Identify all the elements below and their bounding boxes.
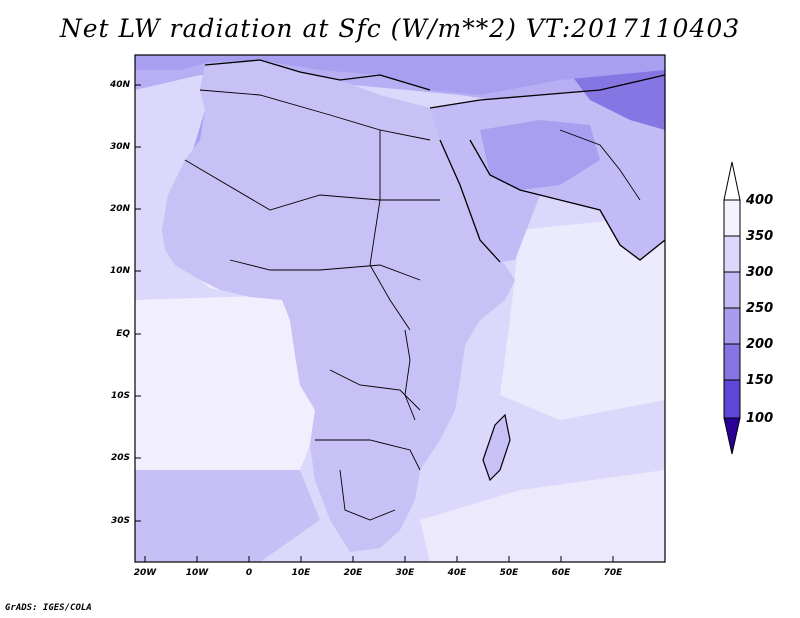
red-sea-coast: [439, 139, 501, 263]
lon-label-50e: 50E: [499, 568, 519, 578]
border-north: [199, 89, 431, 141]
border-far-south: [339, 469, 396, 521]
lat-label-eq: EQ: [116, 329, 130, 339]
colorbar-label-400: 400: [746, 193, 774, 208]
colorbar-swatch-250-300: [723, 271, 741, 309]
lat-label-30n: 30N: [109, 142, 130, 152]
lon-label-60e: 60E: [551, 568, 571, 578]
colorbar-label-350: 350: [746, 229, 774, 244]
border-central: [329, 369, 421, 411]
arabia-india-coast: [469, 139, 665, 261]
colorbar-label-200: 200: [746, 337, 774, 352]
border-asia: [559, 129, 641, 201]
colorbar-label-300: 300: [746, 265, 774, 280]
footer-credit: GrADS: IGES/COLA: [5, 603, 92, 613]
colorbar-swatch-150-200: [723, 343, 741, 381]
lat-label-10n: 10N: [109, 266, 130, 276]
asia-coast: [429, 74, 665, 109]
southern-indian-light: [420, 470, 665, 562]
colorbar: [723, 161, 741, 455]
atlantic-light-band: [135, 295, 320, 470]
lon-label-20w: 20W: [133, 568, 157, 578]
lat-label-10s: 10S: [110, 391, 130, 401]
border-sahel: [184, 159, 440, 211]
lon-label-10e: 10E: [291, 568, 311, 578]
med-coast: [204, 59, 431, 91]
madagascar: [482, 413, 511, 482]
coastlines: [161, 59, 665, 553]
plot-frame: [134, 54, 666, 563]
lon-label-20e: 20E: [343, 568, 363, 578]
indian-light-band: [500, 215, 665, 420]
lat-label-20s: 20S: [110, 453, 130, 463]
colorbar-upper-arrow: [723, 161, 741, 201]
europe-field: [135, 55, 665, 95]
lat-label-30s: 30S: [110, 516, 130, 526]
lon-label-70e: 70E: [603, 568, 623, 578]
colorbar-swatch-200-250: [723, 307, 741, 345]
lat-label-40n: 40N: [109, 80, 130, 90]
arabia-high-field: [480, 120, 600, 190]
lat-label-20n: 20N: [109, 204, 130, 214]
colorbar-lower-arrow: [723, 417, 741, 455]
colorbar-swatch-100-150: [723, 379, 741, 419]
lon-label-40e: 40E: [447, 568, 467, 578]
border-gulf: [229, 259, 421, 281]
south-atlantic-mid: [135, 470, 320, 562]
lon-label-30e: 30E: [395, 568, 415, 578]
colorbar-label-250: 250: [746, 301, 774, 316]
border-south: [315, 439, 421, 471]
border-east: [369, 130, 411, 331]
colorbar-swatch-300-350: [723, 235, 741, 273]
axis-ticks: [135, 84, 614, 562]
lon-label-0: 0: [245, 568, 253, 578]
lon-label-10w: 10W: [185, 568, 209, 578]
colorbar-swatch-350-400: [723, 199, 741, 237]
rift-lakes: [404, 329, 416, 421]
map-title: Net LW radiation at Sfc (W/m**2) VT:2017…: [59, 14, 741, 43]
colorbar-label-100: 100: [746, 411, 774, 426]
colorbar-label-150: 150: [746, 373, 774, 388]
